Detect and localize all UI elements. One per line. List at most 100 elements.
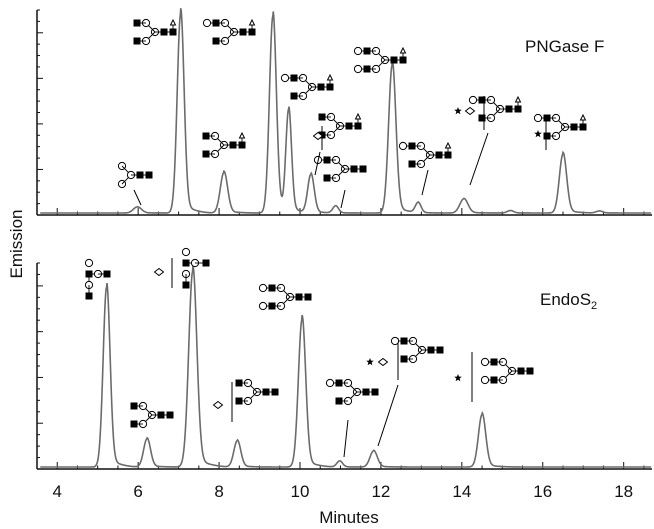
fucose-diamond-icon [212,400,224,410]
fucose-triangle-icon [444,141,452,149]
glcnac-square-icon [212,37,220,45]
mannose-circle-icon [468,95,478,105]
glcnac-square-icon [570,123,578,131]
glycan-structure-6-22 [130,401,174,429]
glcnac-square-icon [136,171,144,179]
glcnac-square-icon [427,346,435,354]
trace-endos2 [40,265,652,468]
x-tick-label-12: 12 [371,482,390,501]
glycan-structure-8-45 [235,378,279,406]
glcnac-square-icon [526,367,534,375]
glcnac-square-icon [400,355,408,363]
y-axis-title: Emission [7,210,26,279]
mannose-circle-icon [258,301,268,311]
fucose-diamond-icon [377,357,389,367]
fucose-diamond-icon [464,106,476,116]
mannose-circle-icon [480,357,490,367]
glycan-structure-10-27 [318,112,362,140]
mannose-circle-icon [258,283,268,293]
x-tick-label-18: 18 [614,482,633,501]
glcnac-square-icon [359,165,367,173]
mannose-circle-icon [353,64,363,74]
fucose-triangle-icon [354,112,362,120]
x-tick-label-8: 8 [214,482,223,501]
glcnac-square-icon [390,56,398,64]
glycan-structure-11-82 [390,336,444,364]
glycan-annotations [84,18,587,458]
fucose-triangle-icon [238,131,246,139]
glcnac-square-icon [436,346,444,354]
mannose-circle-icon [398,141,408,151]
trace-pngase-f [40,8,652,214]
glcnac-square-icon [182,281,190,289]
glcnac-square-icon [323,174,331,182]
glycan-structure-12-28 [353,46,407,74]
glcnac-square-icon [239,28,247,36]
glcnac-square-icon [130,420,138,428]
glcnac-square-icon [345,122,353,130]
sialic-acid-star-icon [366,358,374,366]
glcnac-square-icon [262,388,270,396]
leader-line [340,189,346,209]
glcnac-square-icon [295,293,303,301]
glcnac-square-icon [304,293,312,301]
glcnac-square-icon [202,132,210,140]
mannose-circle-icon [84,258,94,268]
glycan-extras-top [312,96,547,209]
x-tick-label-16: 16 [533,482,552,501]
sialic-acid-star-icon [534,130,542,138]
leader-line [343,419,349,458]
fucose-diamond-icon [153,267,165,277]
x-tick-label-14: 14 [452,482,471,501]
fucose-triangle-icon [248,18,256,26]
glcnac-square-icon [350,165,358,173]
leader-line [133,189,142,206]
glycan-structure-8-12 [202,131,246,159]
panel-label-pngase: PNGase F [525,37,604,56]
glycan-structure-16-5 [533,113,587,141]
x-tick-label-10: 10 [291,482,310,501]
mannose-circle-icon [280,73,290,83]
glcnac-square-icon [235,397,243,405]
glcnac-square-icon [202,150,210,158]
mannose-circle-icon [533,113,543,123]
leader-line [421,169,429,196]
glcnac-square-icon [157,411,165,419]
glcnac-square-icon [435,151,443,159]
glcnac-square-icon [408,160,416,168]
glycan-structure-7-05 [133,18,177,46]
leader-line [469,132,489,186]
sialic-acid-star-icon [454,374,462,382]
text-labels: Minutes Emission PNGase F EndoS2 [7,37,604,527]
glycan-structure-9-33 [202,18,256,46]
glcnac-square-icon [543,132,551,140]
glycan-structure-14-5 [480,357,534,385]
glcnac-square-icon [202,259,210,267]
glcnac-square-icon [166,411,174,419]
glycan-structure-10-05 [258,283,312,311]
fucose-triangle-icon [579,113,587,121]
glcnac-square-icon [478,114,486,122]
mannose-circle-icon [390,336,400,346]
x-tick-label-6: 6 [133,482,142,501]
fucose-triangle-icon [399,46,407,54]
glcnac-square-icon [85,292,93,300]
fucose-triangle-icon [514,95,522,103]
glcnac-square-icon [103,270,111,278]
glcnac-square-icon [133,37,141,45]
glcnac-square-icon [160,28,168,36]
glycan-structure-9-72 [280,73,334,101]
glcnac-square-icon [335,397,343,405]
glcnac-square-icon [145,171,153,179]
glcnac-square-icon [133,19,141,27]
glcnac-square-icon [362,388,370,396]
axes: 4 6 8 10 12 14 16 18 [36,9,652,501]
glycan-structure-5-98 [117,161,153,206]
glycan-structure-12-92 [398,141,452,169]
glycan-structure-10-88 [313,155,367,183]
glcnac-square-icon [317,83,325,91]
glcnac-square-icon [229,141,237,149]
glcnac-square-icon [371,388,379,396]
mannose-circle-icon [202,18,212,28]
